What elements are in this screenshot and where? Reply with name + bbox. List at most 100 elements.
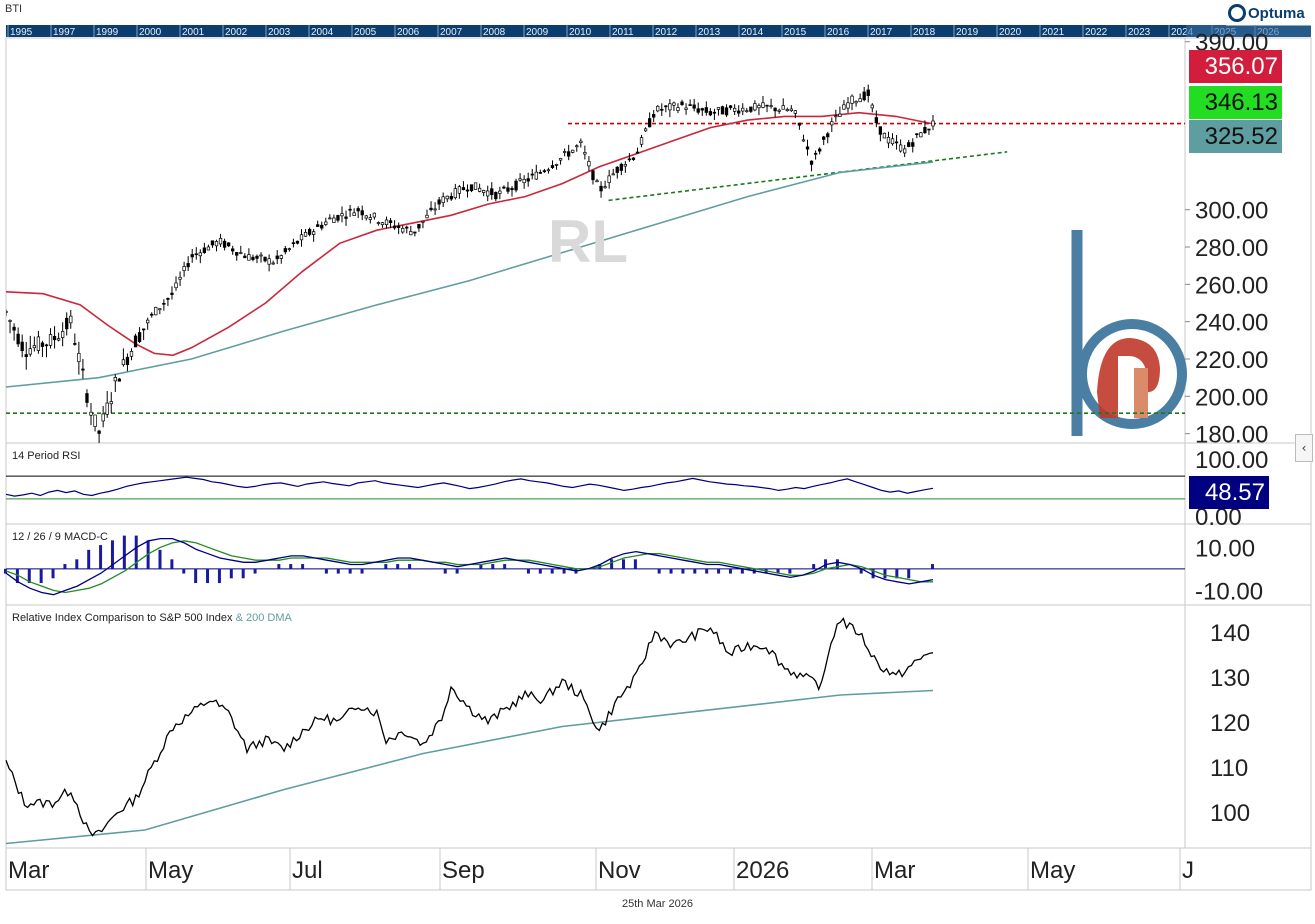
price-plot-area: [6, 84, 1187, 443]
candle-body: [113, 376, 117, 382]
candle-body: [668, 103, 672, 111]
candle-body: [761, 102, 765, 108]
candle-body: [190, 254, 194, 258]
logo-p-accent: [1134, 368, 1148, 418]
macd-histogram-bar: [348, 568, 352, 574]
candle-body: [741, 107, 745, 112]
candle-body: [125, 356, 130, 366]
candle-body: [93, 414, 97, 427]
candle-body: [611, 173, 615, 176]
candle-body: [567, 151, 571, 157]
candle-body: [384, 219, 389, 226]
timeline-year-label: 2013: [698, 27, 721, 38]
candle-body: [413, 231, 417, 234]
candle-body: [494, 192, 498, 200]
rsi-line: [5, 476, 934, 497]
macd-line: [5, 537, 934, 596]
candle-body: [461, 187, 466, 191]
candle-body: [324, 221, 328, 225]
candle-body: [372, 212, 377, 218]
candle-body: [898, 144, 903, 152]
candle-body: [397, 225, 401, 228]
candle-body: [162, 302, 166, 305]
candle-body: [728, 105, 733, 108]
candle-body: [813, 152, 818, 155]
candle-body: [303, 231, 308, 237]
candle-body: [915, 133, 919, 136]
candle-body: [421, 220, 425, 223]
brand-name: Optuma: [1248, 5, 1305, 22]
macd-histogram-bar: [669, 568, 673, 574]
candle-body: [870, 104, 874, 109]
badge-price: 346.13: [1189, 86, 1282, 119]
candle-body: [368, 217, 372, 220]
candle-body: [826, 133, 830, 138]
timeline-year-label: 2003: [268, 27, 291, 38]
x-axis-tick-label: J: [1182, 857, 1194, 884]
candle-body: [182, 266, 186, 271]
candle-body: [36, 336, 41, 351]
macd-signal-line: [5, 540, 933, 594]
macd-histogram-bar: [550, 568, 554, 574]
timeline-year-label: 2008: [483, 27, 506, 38]
candle-body: [793, 110, 798, 114]
macd-histogram-bar: [253, 568, 257, 574]
brand-logo-icon: [1228, 4, 1246, 22]
timeline-year-label: 1999: [96, 27, 119, 38]
candle-body: [247, 254, 251, 261]
macd-histogram-bar: [63, 564, 67, 569]
candle-body: [388, 220, 393, 224]
macd-histogram-bar: [693, 568, 697, 574]
candle-body: [850, 95, 854, 104]
macd-histogram-bar: [788, 568, 792, 574]
badge-rsi: 48.57: [1189, 476, 1269, 509]
macd-histogram-bar: [657, 568, 661, 574]
macd-histogram-bar: [396, 564, 400, 569]
candle-body: [52, 336, 57, 341]
candle-body: [20, 341, 24, 352]
candle-body: [781, 105, 785, 110]
collapse-handle[interactable]: ‹: [1295, 434, 1313, 462]
timeline-year-label: 2022: [1085, 27, 1108, 38]
macd-histogram-bar: [289, 564, 293, 569]
candle-body: [550, 165, 555, 169]
relative-panel-title: Relative Index Comparison to S&P 500 Ind…: [12, 612, 292, 624]
candle-body: [16, 333, 20, 345]
ma50-line: [6, 111, 934, 357]
candle-body: [121, 359, 126, 366]
timeline-bar[interactable]: [6, 25, 1311, 37]
macd-histogram-bar: [895, 568, 899, 579]
candle-body: [348, 208, 352, 211]
macd-histogram-bar: [206, 568, 210, 584]
candle-body: [8, 320, 12, 322]
candle-body: [218, 237, 223, 245]
price-y-tick-label: 180.00: [1195, 422, 1268, 449]
relative-ma200-line: [5, 689, 934, 845]
candle-body: [724, 107, 729, 116]
price-y-tick-label: 260.00: [1195, 272, 1268, 299]
candle-body: [599, 185, 603, 192]
panel-frame: [5, 442, 1312, 525]
candle-body: [312, 231, 316, 235]
macd-histogram-bar: [408, 564, 412, 569]
candle-body: [457, 186, 462, 194]
candle-body: [631, 157, 636, 160]
timeline-year-label: 2019: [956, 27, 979, 38]
candle-body: [890, 138, 895, 145]
logo-p-shape: [1097, 338, 1160, 418]
macd-histogram-bar: [39, 568, 43, 584]
candle-body: [554, 164, 559, 166]
candle-body: [894, 141, 899, 144]
candle-body: [433, 208, 437, 211]
candle-body: [818, 148, 822, 152]
candle-body: [287, 248, 292, 251]
macd-histogram-bar: [633, 559, 637, 569]
candle-body: [210, 240, 215, 246]
candle-body: [202, 247, 207, 253]
candle-body: [222, 240, 227, 248]
candle-body: [498, 190, 502, 194]
macd-histogram-bar: [717, 568, 721, 574]
candle-body: [805, 146, 810, 150]
macd-histogram-bar: [491, 564, 495, 569]
price-y-tick-label: 300.00: [1195, 198, 1268, 225]
